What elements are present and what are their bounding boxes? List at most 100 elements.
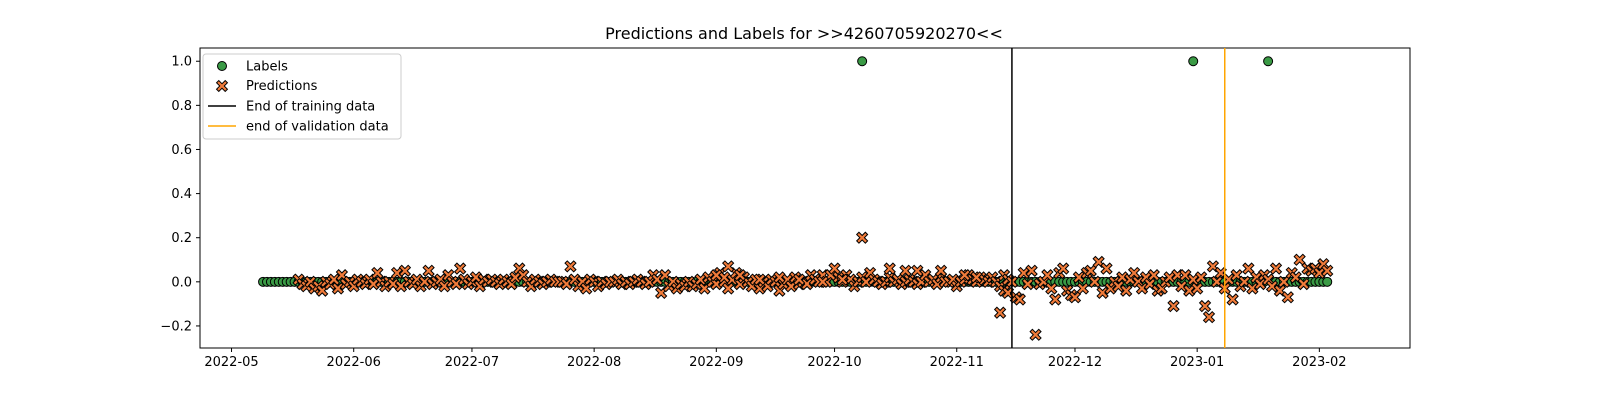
prediction-point [1029,328,1042,341]
prediction-point [438,280,451,293]
prediction-point [422,264,435,277]
x-axis-ticks: 2022-05 2022-06 2022-07 2022-08 2022-09 2022-… [204,348,1347,370]
prediction-point [1293,253,1306,266]
prediction-point [1116,271,1129,284]
label-point [857,56,868,67]
prediction-point [1135,282,1149,295]
prediction-point [792,273,806,286]
chart-title: Predictions and Labels for >>42607059202… [605,24,1003,43]
x-tick-label: 2022-11 [930,355,984,370]
prediction-point [1187,273,1200,286]
prediction-point [1206,260,1220,273]
prediction-point [394,280,408,293]
prediction-point [1084,264,1097,277]
prediction-point [1120,284,1133,297]
label-point [1263,56,1274,67]
prediction-point [651,273,664,286]
prediction-point [721,282,735,295]
prediction-point [564,260,577,273]
prediction-point [1037,275,1050,288]
prediction-point [450,277,463,291]
prediction-point [970,271,983,284]
prediction-point [1143,277,1157,291]
prediction-point [1013,293,1026,306]
prediction-point [859,275,873,288]
prediction-point [1281,291,1294,304]
prediction-point [1273,284,1287,297]
prediction-point [1297,277,1310,291]
prediction-point [1194,271,1208,284]
y-tick-label: −0.2 [160,319,192,334]
prediction-point [386,277,400,291]
prediction-point [1171,269,1184,282]
prediction-point [1068,291,1082,304]
x-tick-label: 2022-06 [327,355,381,370]
prediction-point [800,277,814,291]
legend-item-end-of-validation: end of validation data [208,120,389,135]
prediction-point [1049,293,1062,306]
prediction-point [1269,262,1283,275]
prediction-point [899,264,912,277]
y-axis-ticks: −0.2 0.0 0.2 0.4 0.6 0.8 1.0 [160,55,200,334]
legend-marker-predictions [215,79,229,93]
prediction-point [1198,299,1212,313]
prediction-point [367,277,380,291]
prediction-point [1112,280,1125,293]
prediction-point [658,269,672,282]
prediction-point [1056,262,1070,275]
x-tick-label: 2023-02 [1292,355,1346,370]
prediction-point [993,306,1007,319]
prediction-point [371,266,384,280]
prediction-point [327,273,341,286]
prediction-point [883,262,896,275]
prediction-point [1088,275,1101,288]
prediction-point [560,277,573,291]
prediction-point [1147,269,1160,282]
vertical-lines [1011,48,1226,348]
legend-marker-labels [217,61,227,71]
prediction-point [1183,284,1196,297]
predictions-series [292,231,1334,341]
prediction-point [1277,275,1291,288]
prediction-point [934,264,948,277]
prediction-point [1021,277,1034,291]
legend-label-predictions: Predictions [246,79,318,94]
prediction-point [418,275,431,288]
prediction-point [1001,286,1015,300]
prediction-point [698,282,711,295]
prediction-point [1179,269,1192,282]
x-tick-label: 2022-10 [807,355,861,370]
prediction-point [1096,286,1109,300]
labels-series [258,56,1333,287]
prediction-point [1313,266,1326,280]
label-point [1322,276,1333,287]
prediction-point [710,269,723,282]
x-tick-label: 2022-05 [204,355,258,370]
prediction-point [580,282,593,295]
prediction-point [958,269,971,282]
x-tick-label: 2022-07 [445,355,499,370]
prediction-point [331,282,345,295]
prediction-point [335,269,349,282]
prediction-point [1025,264,1038,277]
prediction-point [721,260,735,273]
prediction-point [1072,271,1086,284]
legend-label-end-of-validation: end of validation data [246,120,389,135]
prediction-point [1127,266,1141,280]
prediction-point [836,273,849,286]
prediction-point [773,271,786,284]
y-tick-label: 0.2 [171,231,192,246]
prediction-point [1214,266,1227,280]
prediction-point [1041,269,1054,282]
prediction-point [1190,282,1204,295]
prediction-point [453,262,467,275]
legend-label-labels: Labels [246,60,288,75]
prediction-point [733,269,747,282]
legend-x-shape [215,79,229,93]
prediction-point [398,264,412,277]
prediction-point [316,284,329,297]
x-tick-label: 2023-01 [1170,355,1224,370]
x-tick-label: 2022-08 [567,355,621,370]
prediction-point [1175,280,1188,293]
